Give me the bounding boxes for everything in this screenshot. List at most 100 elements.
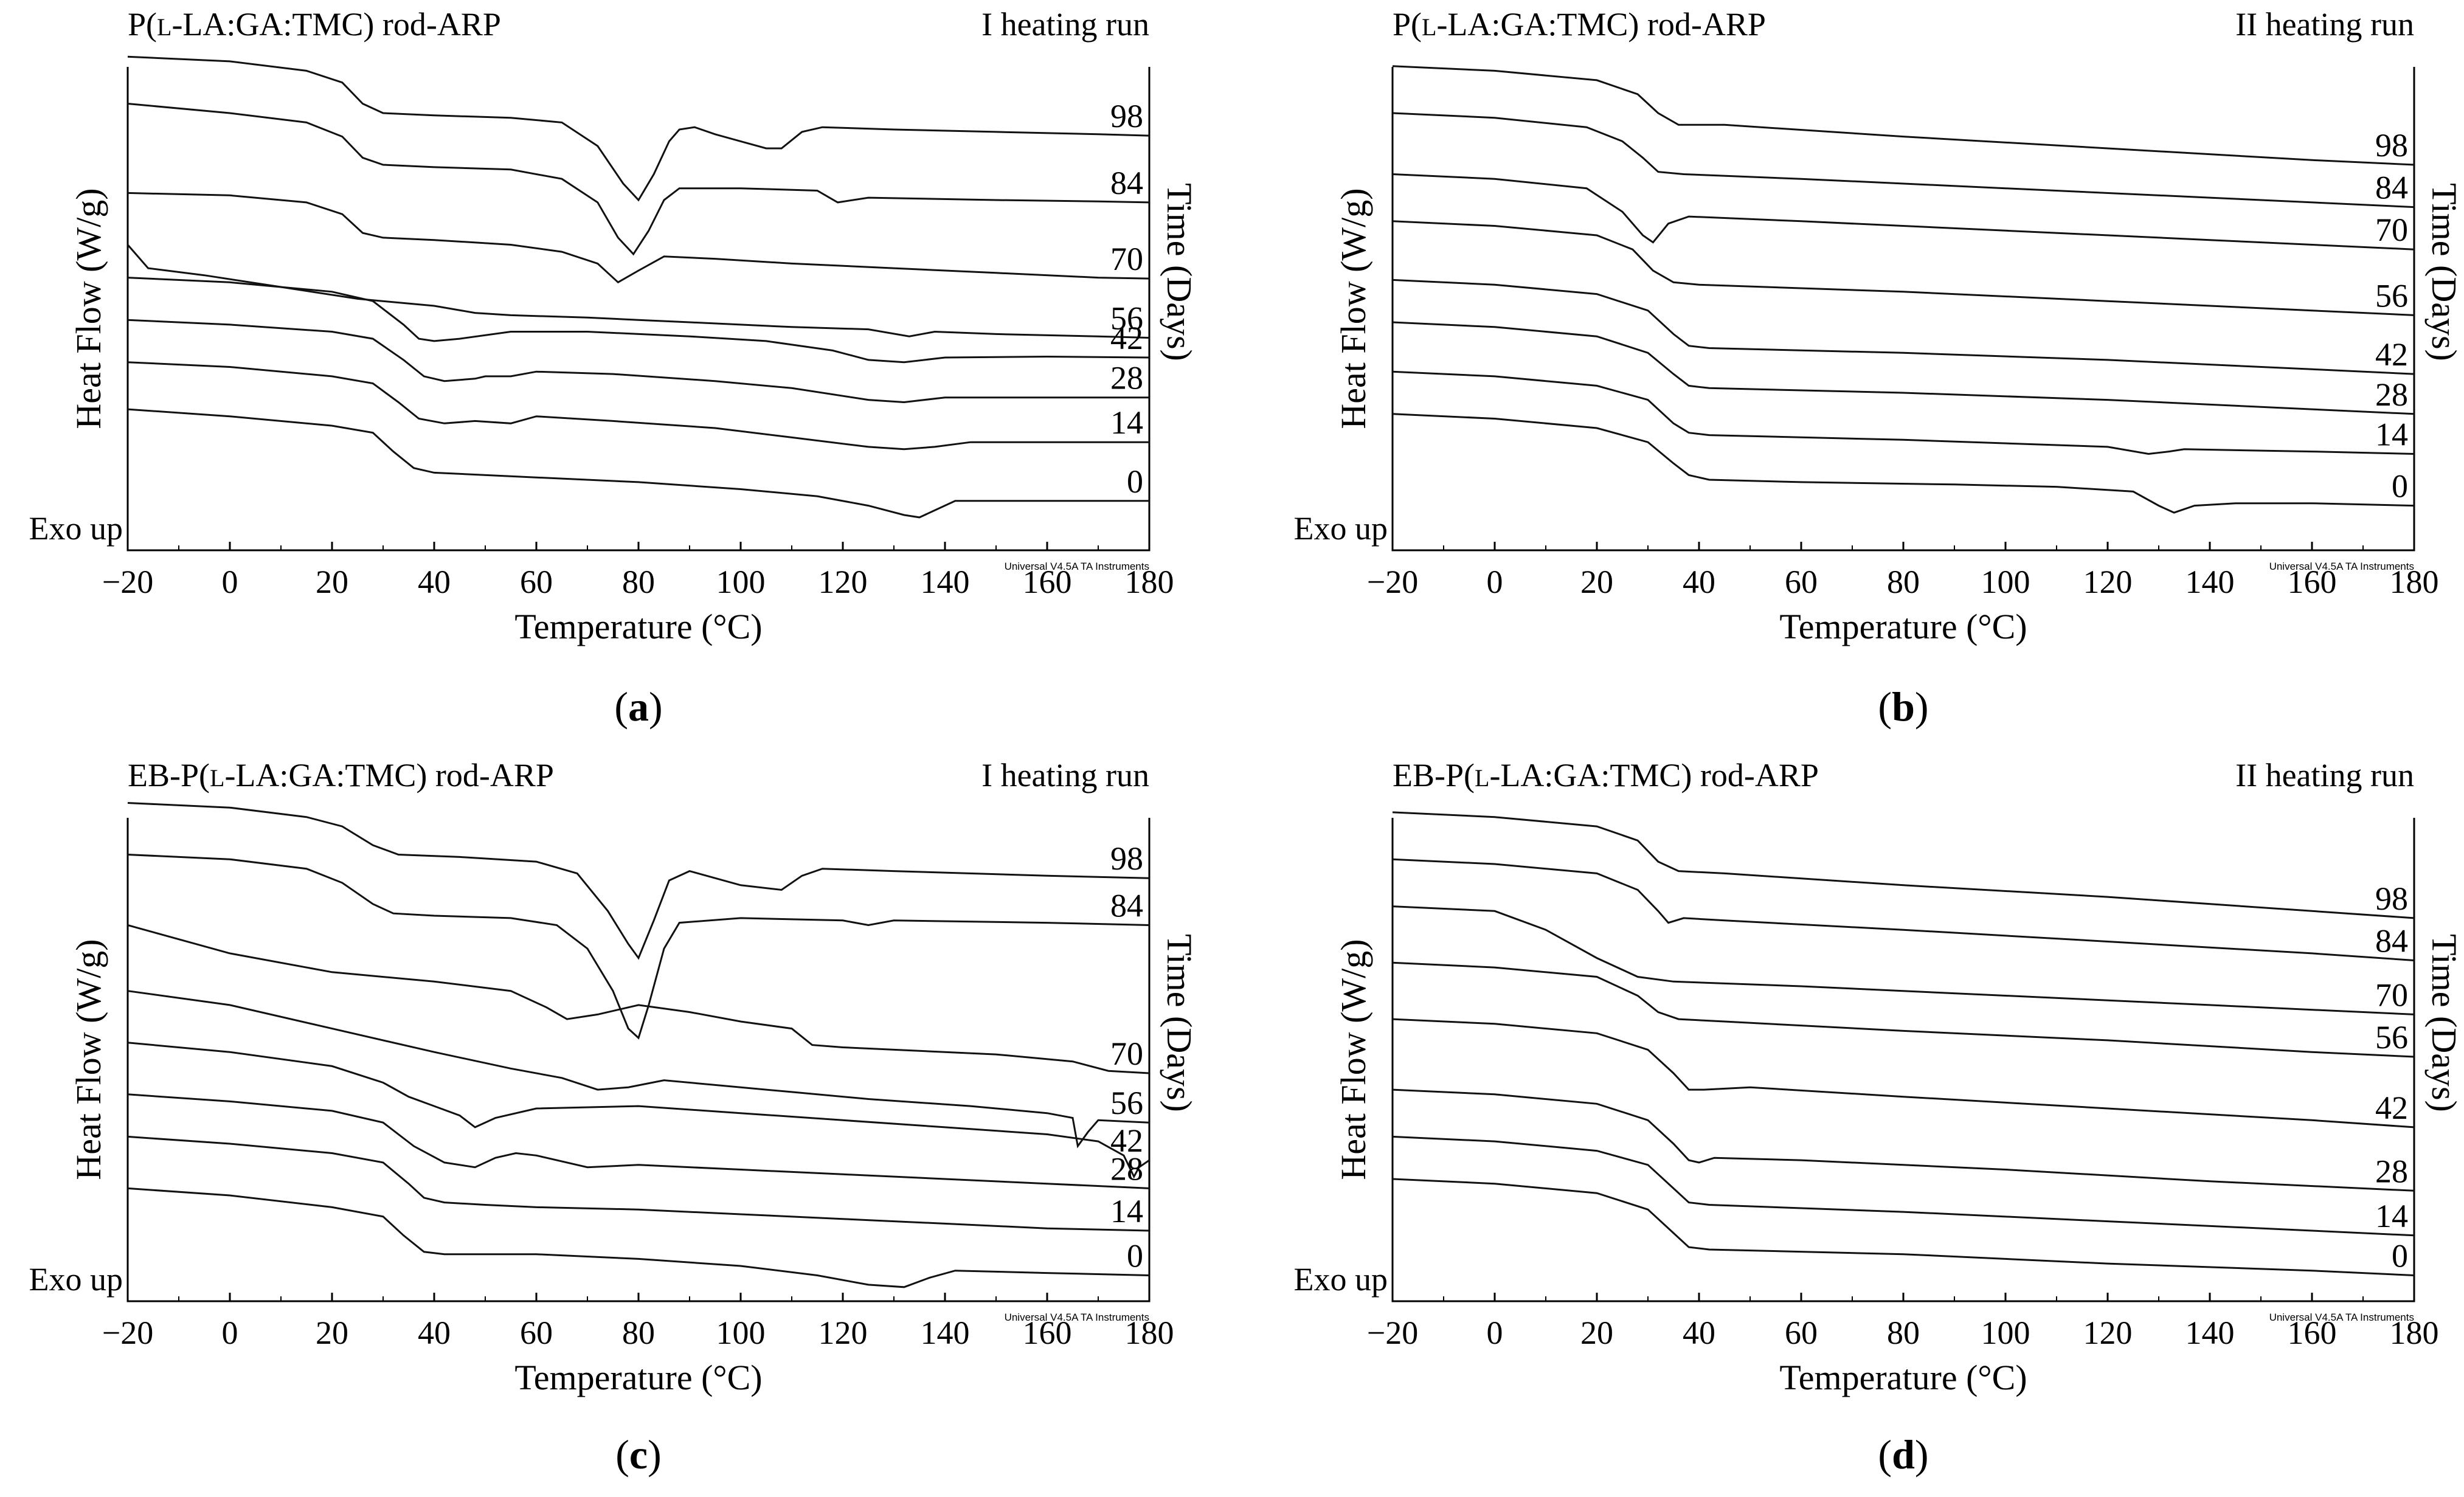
dsc-curve-day-28 [1392, 1088, 2415, 1192]
series-label-day-42: 42 [2375, 1090, 2408, 1126]
x-tick-label: 60 [520, 564, 553, 600]
dsc-curve-day-42 [1392, 278, 2415, 375]
caption-open-paren: ( [1878, 683, 1892, 730]
series-label-day-28: 28 [1110, 1150, 1143, 1187]
caption-close-paren: ) [1915, 683, 1929, 730]
panel-title-part: EB-P( [1393, 757, 1475, 793]
x-tick-label: 20 [1580, 564, 1613, 600]
series-label-day-70: 70 [2375, 212, 2408, 248]
panel-b: P(l-LA:GA:TMC) rod-ARP II heating run −20 0… [1294, 6, 2464, 730]
dsc-curve-day-70 [127, 924, 1150, 1074]
series-label-day-0: 0 [1127, 1237, 1143, 1274]
series-label-day-56: 56 [1110, 1085, 1143, 1121]
series-label-day-84: 84 [2375, 170, 2408, 206]
plot-frame [126, 67, 1151, 551]
caption-close-paren: ) [1915, 1431, 1929, 1478]
software-watermark: Universal V4.5A TA Instruments [1005, 1312, 1149, 1323]
x-tick-label: 20 [316, 564, 348, 600]
caption-letter: b [1892, 683, 1915, 730]
heating-run-label: I heating run [981, 6, 1149, 43]
caption-close-paren: ) [649, 683, 663, 730]
x-tick-label: 40 [1683, 564, 1715, 600]
panel-title-part: l [1475, 764, 1489, 792]
dsc-curve-day-56 [1392, 220, 2415, 316]
series-label-day-70: 70 [1110, 241, 1143, 277]
exo-up-label: Exo up [29, 1261, 123, 1298]
series-label-day-56: 56 [2375, 1019, 2408, 1056]
caption-letter: a [628, 683, 649, 730]
y-axis-label: Heat Flow (W/g) [69, 939, 108, 1180]
dsc-curve-day-14 [1392, 370, 2415, 455]
dsc-curve-day-70 [127, 192, 1150, 284]
panel-caption: (d) [1878, 1431, 1928, 1478]
dsc-curve-day-98 [1392, 811, 2415, 919]
series-label-day-56: 56 [2375, 277, 2408, 314]
panel-title-part: l [157, 13, 171, 41]
dsc-curve-day-84 [127, 103, 1150, 256]
panel-title-part: -LA:GA:TMC) rod-ARP [1436, 6, 1765, 43]
caption-letter: d [1892, 1431, 1915, 1478]
caption-open-paren: ( [615, 1431, 629, 1478]
exo-up-label: Exo up [29, 510, 123, 547]
series-label-day-42: 42 [1110, 320, 1143, 356]
x-tick-label: 160 [1023, 564, 1072, 600]
panel-title-part: -LA:GA:TMC) rod-ARP [171, 6, 500, 43]
series-label-day-14: 14 [1110, 1193, 1143, 1229]
dsc-curve-day-42 [1392, 1018, 2415, 1129]
panel-title-part: P( [1393, 6, 1422, 43]
panel-a: P(l-LA:GA:TMC) rod-ARP I heating run −20 0 2… [29, 6, 1200, 730]
x-tick-label: 120 [2083, 564, 2133, 600]
y-axis-label: Heat Flow (W/g) [1334, 188, 1373, 429]
x-tick-label: 100 [716, 564, 766, 600]
dsc-curve-day-0 [1392, 413, 2415, 514]
series-label-day-98: 98 [1110, 840, 1143, 877]
series-label-day-84: 84 [1110, 165, 1143, 201]
panel-title-part: l [210, 764, 224, 792]
dsc-curve-day-70 [1392, 173, 2415, 251]
dsc-curve-day-14 [127, 1135, 1150, 1232]
series-label-day-0: 0 [2392, 468, 2408, 505]
panel-title: EB-P(l-LA:GA:TMC) rod-ARP [1393, 757, 1819, 793]
panel-title: P(l-LA:GA:TMC) rod-ARP [1393, 6, 1766, 43]
panel-caption: (a) [614, 683, 662, 730]
series-label-day-70: 70 [2375, 977, 2408, 1013]
x-tick-label: 120 [818, 1315, 868, 1351]
dsc-curve-day-42 [127, 1042, 1150, 1179]
caption-close-paren: ) [648, 1431, 662, 1478]
y-axis-label: Heat Flow (W/g) [69, 188, 108, 429]
dsc-curve-day-42 [127, 277, 1150, 364]
x-tick-label: 160 [2288, 1315, 2337, 1351]
panel-caption: (c) [615, 1431, 662, 1478]
caption-open-paren: ( [614, 683, 628, 730]
panel-caption: (b) [1878, 683, 1928, 730]
x-tick-label: 180 [2390, 564, 2439, 600]
dsc-curve-day-84 [127, 854, 1150, 1040]
dsc-curve-day-84 [1392, 112, 2415, 209]
x-tick-label: 80 [1887, 564, 1920, 600]
heating-run-label: I heating run [981, 757, 1149, 793]
x-tick-label: 60 [520, 1315, 553, 1351]
exo-up-label: Exo up [1294, 510, 1388, 547]
dsc-curve-day-0 [1392, 1178, 2415, 1276]
series-label-day-0: 0 [1127, 463, 1143, 500]
series-label-day-84: 84 [1110, 887, 1143, 924]
series-label-day-98: 98 [2375, 127, 2408, 164]
x-tick-label: 40 [418, 564, 451, 600]
dsc-curve-day-56 [127, 990, 1150, 1149]
x-tick-label: 100 [1981, 1315, 2030, 1351]
x-tick-label: 100 [1981, 564, 2030, 600]
time-axis-label: Time (Days) [2424, 934, 2464, 1112]
caption-letter: c [629, 1431, 648, 1478]
x-tick-label: −20 [102, 1315, 153, 1351]
dsc-curve-day-98 [127, 802, 1150, 960]
caption-open-paren: ( [1878, 1431, 1892, 1478]
x-tick-label: 80 [622, 1315, 655, 1351]
exo-up-label: Exo up [1294, 1261, 1388, 1298]
x-tick-label: 160 [2288, 564, 2337, 600]
series-label-day-0: 0 [2392, 1237, 2408, 1274]
dsc-curve-day-28 [127, 1093, 1150, 1189]
x-axis-label: Temperature (°C) [514, 607, 762, 646]
series-label-day-42: 42 [2375, 336, 2408, 373]
dsc-curve-day-56 [1392, 961, 2415, 1058]
panel-title: P(l-LA:GA:TMC) rod-ARP [128, 6, 501, 43]
